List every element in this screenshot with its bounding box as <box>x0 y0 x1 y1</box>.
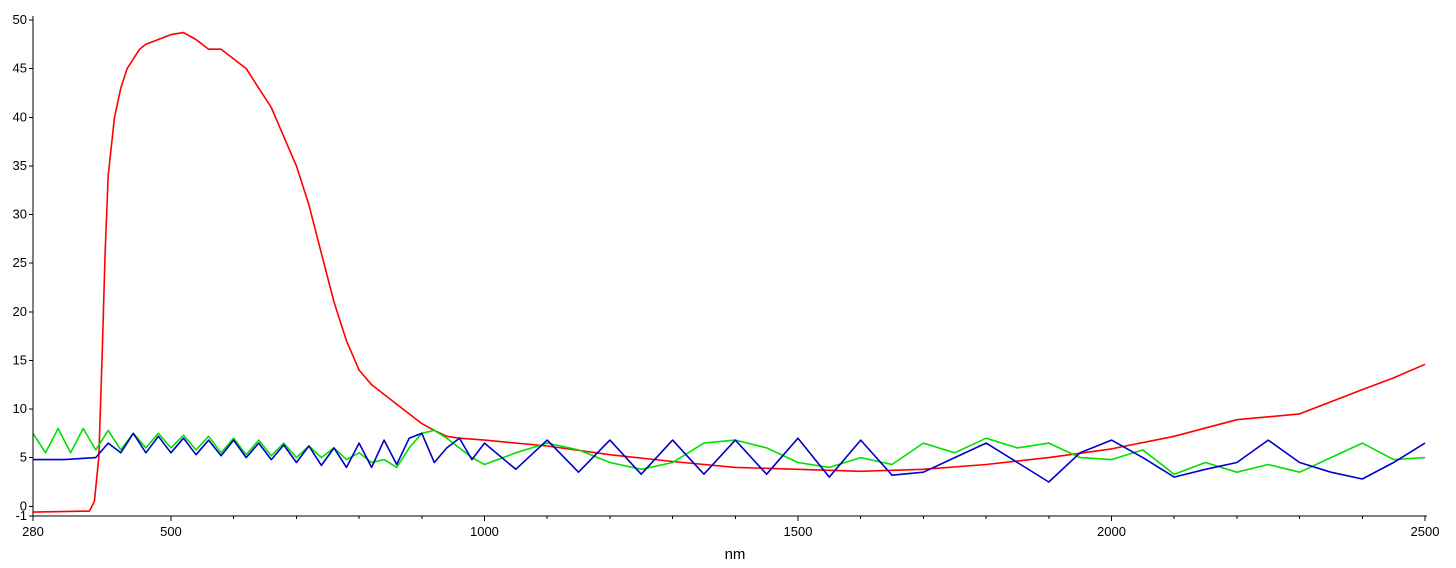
y-tick-label: 20 <box>13 304 27 319</box>
x-tick-label: 2500 <box>1411 524 1440 539</box>
x-axis-ticks: 280 500 1000 1500 2000 2500 <box>22 516 1439 539</box>
x-tick-label: 1000 <box>470 524 499 539</box>
y-tick-label: 10 <box>13 401 27 416</box>
x-tick-label: 280 <box>22 524 44 539</box>
y-axis-ticks: -10 5 10 15 20 25 30 35 40 45 50 <box>13 12 33 523</box>
y-tick-label: 40 <box>13 109 27 124</box>
x-axis-title: nm <box>725 546 746 563</box>
y-tick-label: -1 <box>15 508 27 523</box>
y-tick-label: 15 <box>13 352 27 367</box>
series-line-1 <box>32 31 1426 513</box>
y-tick-label: 30 <box>13 207 27 222</box>
series-line-2 <box>32 427 1426 476</box>
y-tick-label: 0 <box>20 498 27 513</box>
y-tick-label: 50 <box>13 12 27 27</box>
x-tick-label: 1500 <box>784 524 813 539</box>
x-tick-label: 500 <box>160 524 182 539</box>
y-tick-label: 35 <box>13 158 27 173</box>
y-tick-label: 25 <box>13 255 27 270</box>
plot-area <box>32 31 1426 513</box>
y-tick-label: 45 <box>13 61 27 76</box>
x-tick-label: 2000 <box>1097 524 1126 539</box>
series-line-3 <box>33 432 1426 483</box>
y-tick-label: 5 <box>20 450 27 465</box>
